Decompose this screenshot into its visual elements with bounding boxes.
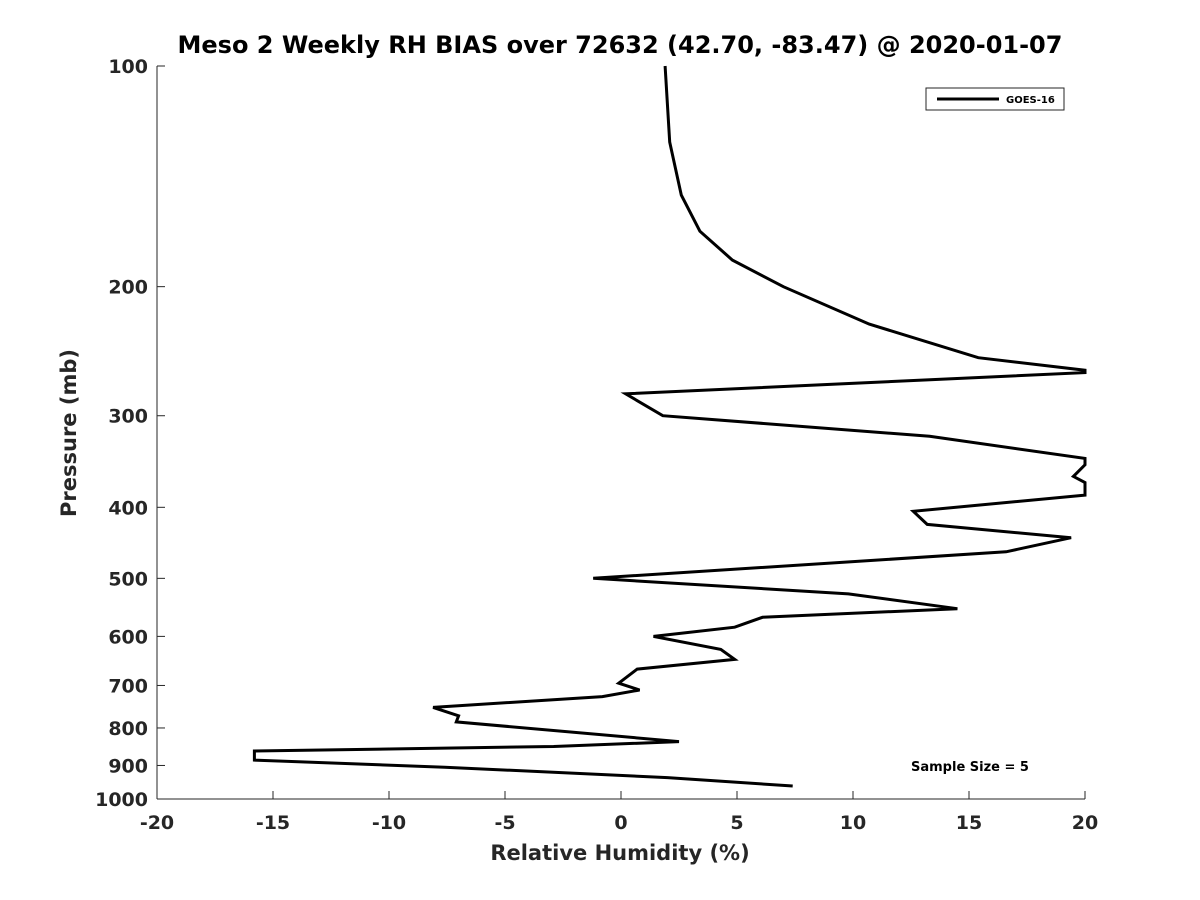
sample-size-annotation: Sample Size = 5 xyxy=(911,760,1029,775)
y-tick-label: 700 xyxy=(108,675,148,697)
y-tick-label: 600 xyxy=(108,626,148,648)
series-line-goes-16 xyxy=(252,65,1087,788)
legend-label-goes-16: GOES-16 xyxy=(1006,95,1055,106)
series-layer xyxy=(252,65,1087,788)
y-tick-label: 500 xyxy=(108,568,148,590)
y-axis-label: Pressure (mb) xyxy=(57,349,81,517)
y-tick-label: 900 xyxy=(108,755,148,777)
y-ticks: 100 200 300 400 500 600 700 800 900 1000 xyxy=(95,56,165,811)
x-tick-label: -5 xyxy=(494,812,515,834)
y-tick-label: 400 xyxy=(108,497,148,519)
y-tick-label: 800 xyxy=(108,718,148,740)
y-tick-label: 1000 xyxy=(95,789,148,811)
x-tick-label: -20 xyxy=(140,812,174,834)
x-tick-label: 20 xyxy=(1072,812,1098,834)
y-tick-label: 100 xyxy=(108,56,148,78)
x-tick-label: -15 xyxy=(256,812,290,834)
x-tick-label: 0 xyxy=(614,812,627,834)
x-tick-label: 5 xyxy=(730,812,743,834)
x-ticks: -20 -15 -10 -5 0 5 10 15 20 xyxy=(140,791,1098,834)
x-tick-label: 15 xyxy=(956,812,982,834)
plot-area xyxy=(156,66,1085,800)
x-tick-label: -10 xyxy=(372,812,406,834)
y-tick-label: 200 xyxy=(108,277,148,299)
x-tick-label: 10 xyxy=(840,812,866,834)
x-axis-label: Relative Humidity (%) xyxy=(490,841,749,865)
chart-title: Meso 2 Weekly RH BIAS over 72632 (42.70,… xyxy=(178,31,1063,59)
legend: GOES-16 xyxy=(925,87,1065,111)
y-tick-label: 300 xyxy=(108,406,148,428)
